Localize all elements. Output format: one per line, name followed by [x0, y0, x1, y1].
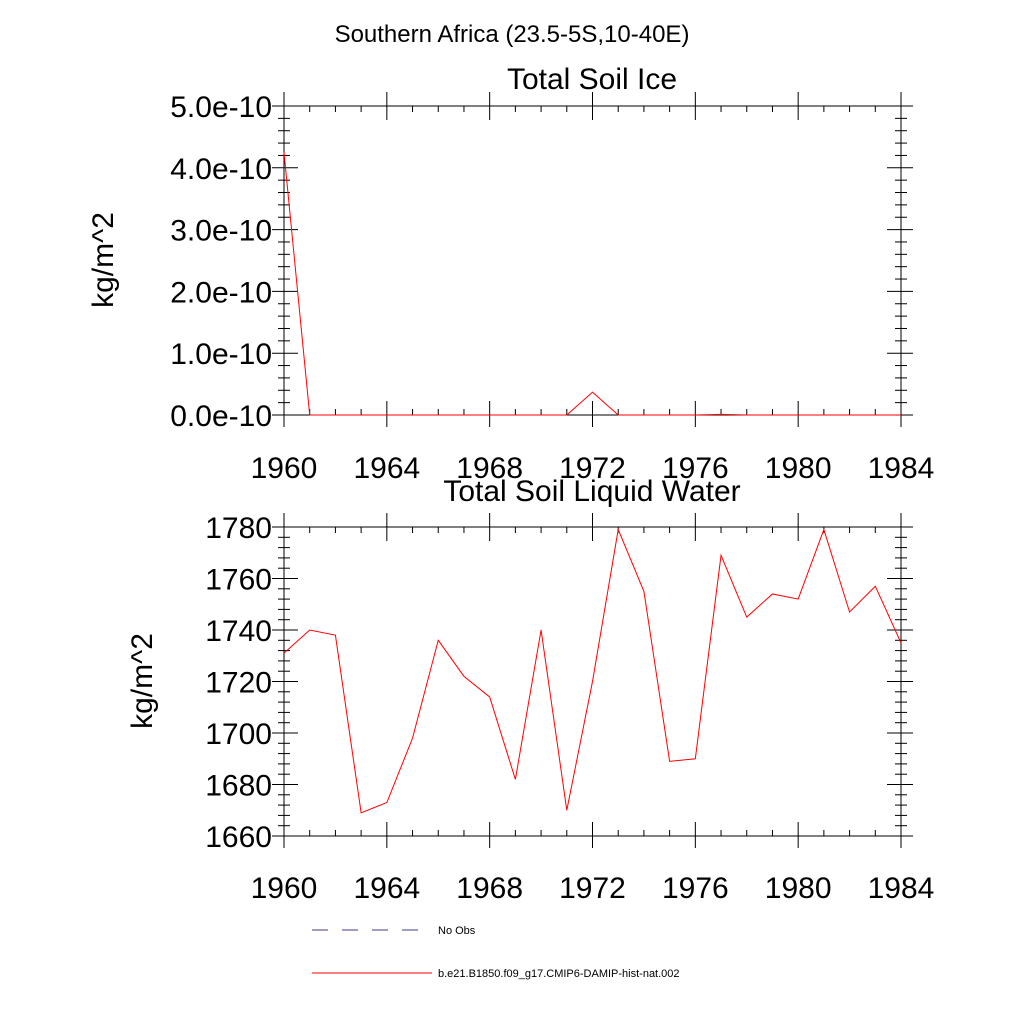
- y-tick-label: 2.0e-10: [170, 276, 272, 309]
- x-tick-labels: 1960 1964 1968 1972 1976 1980 1984: [251, 872, 935, 905]
- x-tick-label: 1960: [251, 872, 318, 905]
- y-axis-label: kg/m^2: [126, 633, 159, 729]
- x-tick-labels: 1960 1964 1968 1972 1976 1980 1984: [251, 452, 935, 485]
- y-axis-label: kg/m^2: [87, 212, 120, 308]
- panel-total-soil-liquid-water: Total Soil Liquid Water 1960 1964 1968 1972…: [126, 475, 934, 905]
- x-tick-label: 1964: [353, 872, 420, 905]
- x-tick-label: 1972: [559, 872, 626, 905]
- series-group: [283, 527, 902, 814]
- y-tick-label: 1760: [205, 564, 272, 597]
- x-tick-label: 1968: [456, 872, 523, 905]
- plot-frame: [283, 105, 902, 416]
- y-tick-label: 3.0e-10: [170, 215, 272, 248]
- x-tick-label: 1984: [868, 452, 935, 485]
- x-tick-label: 1976: [662, 872, 729, 905]
- x-tick-label: 1984: [868, 872, 935, 905]
- panel-title: Total Soil Liquid Water: [443, 475, 740, 508]
- x-tick-label: 1964: [353, 452, 420, 485]
- y-tick-label: 1700: [205, 718, 272, 751]
- legend-label-no-obs: No Obs: [438, 925, 476, 937]
- series-line: [283, 152, 901, 416]
- y-tick-labels: 0.0e-10 1.0e-10 2.0e-10 3.0e-10 4.0e-10 5.0e-…: [170, 91, 272, 433]
- x-tick-label: 1976: [662, 452, 729, 485]
- y-tick-label: 5.0e-10: [170, 91, 272, 124]
- y-tick-label: 0.0e-10: [170, 400, 272, 433]
- x-tick-label: 1968: [456, 452, 523, 485]
- y-tick-label: 1660: [205, 821, 272, 854]
- legend-label-model: b.e21.B1850.f09_g17.CMIP6-DAMIP-hist-nat…: [438, 968, 680, 980]
- y-tick-label: 1780: [205, 512, 272, 545]
- series-group: [283, 152, 901, 416]
- panel-title: Total Soil Ice: [507, 63, 677, 96]
- y-tick-label: 1680: [205, 770, 272, 803]
- y-tick-label: 1740: [205, 615, 272, 648]
- axis-ticks: [272, 92, 913, 427]
- x-tick-label: 1980: [765, 452, 832, 485]
- x-tick-label: 1980: [765, 872, 832, 905]
- y-tick-label: 1.0e-10: [170, 338, 272, 371]
- figure-title: Southern Africa (23.5-5S,10-40E): [335, 21, 690, 48]
- axis-ticks: [272, 513, 913, 848]
- y-tick-label: 1720: [205, 667, 272, 700]
- panel-total-soil-ice: Total Soil Ice 1960 1964 1968 1972 1976 1980 1…: [87, 63, 934, 485]
- legend: No Obs b.e21.B1850.f09_g17.CMIP6-DAMIP-h…: [312, 925, 680, 980]
- series-line: [283, 527, 902, 814]
- x-tick-label: 1960: [251, 452, 318, 485]
- x-tick-label: 1972: [559, 452, 626, 485]
- y-tick-labels: 1660 1680 1700 1720 1740 1760 1780: [205, 512, 272, 854]
- y-tick-label: 4.0e-10: [170, 153, 272, 186]
